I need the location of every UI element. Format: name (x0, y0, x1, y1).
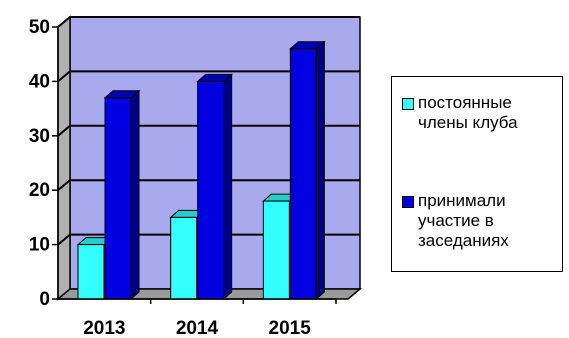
bar-2015-series-2 (289, 40, 326, 301)
legend: постоянные члены клуба принимали участие… (391, 76, 563, 272)
bar-front (77, 244, 105, 300)
x-tick-label: 2013 (83, 318, 125, 338)
side-wall (57, 15, 71, 301)
bar-front (262, 200, 290, 300)
gridline-side (57, 16, 71, 28)
y-tick-label: 50 (29, 17, 50, 38)
bar-front (197, 80, 225, 300)
bar-front (289, 48, 317, 300)
legend-label-series-2: принимали участие в заседаниях (418, 191, 509, 250)
gridline-side (57, 179, 71, 191)
y-tick-label: 10 (29, 235, 50, 256)
gridline-side (57, 233, 71, 246)
bar-2014-series-2 (196, 73, 233, 301)
tick-labels: 0 10 20 30 40 50 2013 2014 2015 (29, 17, 311, 338)
bar-2013-series-2 (103, 89, 141, 301)
bar-front (170, 216, 198, 300)
legend-entry-series-2: принимали участие в заседаниях (402, 191, 558, 251)
bar-front (104, 97, 132, 300)
axes (52, 26, 337, 304)
bar-side (223, 73, 233, 301)
legend-swatch-series-1 (402, 98, 414, 110)
bar-side (130, 89, 140, 301)
bar-side (315, 40, 325, 301)
gridline-side (57, 70, 71, 83)
x-tick-label: 2015 (269, 318, 312, 338)
y-tick-label: 40 (29, 71, 50, 92)
legend-label-series-1: постоянные члены клуба (418, 93, 518, 132)
y-tick-label: 30 (29, 126, 50, 147)
legend-swatch-series-2 (402, 196, 414, 208)
y-tick-label: 20 (29, 180, 50, 201)
gridline-side (57, 125, 71, 137)
legend-entry-series-1: постоянные члены клуба (402, 93, 558, 133)
x-tick-label: 2014 (176, 318, 219, 338)
y-tick-label: 0 (39, 289, 50, 310)
